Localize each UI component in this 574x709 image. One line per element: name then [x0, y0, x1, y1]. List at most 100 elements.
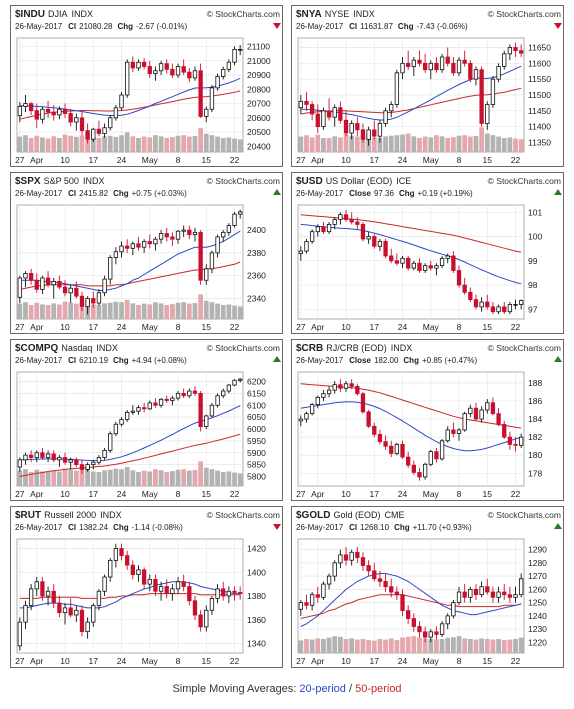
candle: [513, 299, 518, 310]
chart-exchange: INDX: [100, 510, 122, 520]
chart-close-label: Cl: [349, 22, 357, 31]
x-tick-label: 22: [230, 155, 240, 165]
x-tick-label: 17: [89, 155, 99, 165]
candle: [96, 120, 102, 137]
y-tick-label: 178: [528, 468, 542, 478]
chart-name: Nasdaq: [61, 343, 92, 353]
chart-exchange: CME: [384, 510, 404, 520]
volume-bar: [360, 639, 366, 653]
sma50-line: [19, 593, 241, 599]
candle-body: [34, 581, 39, 590]
candle-body: [204, 268, 209, 281]
y-tick-label: 1340: [247, 639, 266, 649]
sma50-line: [19, 261, 241, 290]
candle-body: [175, 230, 181, 240]
volume-bar: [96, 472, 102, 486]
candle: [315, 395, 320, 409]
volume-bar: [496, 136, 501, 152]
candle-body: [125, 245, 130, 249]
candle: [34, 273, 39, 293]
chart-svg: $INDU DJIA INDX © StockCharts.com 26-May-201…: [15, 9, 281, 165]
candle: [79, 291, 85, 312]
candle: [226, 383, 232, 394]
candle: [119, 543, 124, 561]
x-tick-label: Apr: [311, 155, 324, 165]
x-tick-label: May: [423, 656, 440, 666]
chart-symbol: $CRB: [296, 343, 323, 354]
candle-body: [360, 224, 366, 240]
candle-body: [383, 441, 388, 447]
candle-body: [85, 130, 90, 140]
chart-quote: 26-May-2017 Cl 1382.24 Chg -1.14 (-0.08%): [15, 523, 183, 532]
candle-body: [215, 76, 220, 89]
candle: [485, 578, 490, 595]
candle: [332, 217, 337, 230]
candle-body: [445, 429, 450, 442]
candle: [170, 584, 175, 601]
candle: [434, 263, 439, 276]
candle-body: [153, 70, 158, 75]
volume-bar: [501, 640, 507, 653]
candle-body: [377, 578, 383, 582]
volume-bar: [209, 302, 215, 319]
x-tick-label: 15: [483, 656, 493, 666]
candle-body: [366, 129, 371, 140]
candle: [304, 91, 309, 111]
candle: [125, 59, 130, 98]
candle: [62, 103, 68, 118]
candle-body: [315, 113, 320, 128]
volume-bar: [45, 305, 51, 319]
candle-body: [485, 104, 490, 124]
candle-body: [158, 63, 164, 72]
candle-body: [485, 301, 490, 308]
x-tick-label: 27: [15, 322, 25, 332]
y-tick-label: 1260: [528, 584, 547, 594]
candle: [51, 277, 56, 299]
candle-body: [23, 103, 28, 107]
candle-body: [226, 61, 232, 70]
y-tick-label: 6150: [247, 388, 266, 398]
candle: [96, 588, 102, 611]
candle: [298, 246, 303, 261]
x-tick-label: 8: [176, 155, 181, 165]
candle: [445, 253, 450, 264]
candle: [204, 605, 209, 632]
candle: [372, 562, 377, 582]
candle: [68, 284, 73, 304]
volume-bar: [153, 135, 158, 152]
candle: [360, 391, 366, 414]
candle: [187, 67, 192, 83]
candle-body: [473, 69, 479, 80]
candle-body: [96, 292, 102, 304]
volume-bar: [113, 468, 119, 486]
candle: [153, 574, 158, 596]
candle-body: [130, 61, 135, 69]
candle: [372, 234, 377, 249]
candle: [349, 379, 354, 390]
candle: [355, 546, 360, 563]
candle: [226, 586, 232, 604]
chart-close-value: 182.00: [374, 356, 399, 365]
candle-body: [338, 554, 343, 564]
candle-body: [238, 49, 243, 51]
candle-body: [417, 626, 422, 633]
candle: [406, 50, 411, 70]
chart-change-label: Chg: [113, 356, 129, 365]
candle-body: [204, 108, 209, 117]
candle-body: [417, 59, 422, 64]
candle: [456, 265, 462, 288]
volume-bar: [473, 136, 479, 152]
candle-body: [298, 250, 303, 254]
volume-bar: [68, 135, 74, 152]
candle: [79, 112, 85, 135]
volume-bar: [304, 135, 309, 152]
candle-body: [383, 581, 388, 588]
volume-bar: [411, 136, 417, 152]
candle-body: [113, 251, 119, 258]
chart-title: $NYA NYSE INDX: [296, 9, 375, 20]
candle: [360, 123, 366, 143]
volume-bar: [451, 137, 456, 152]
candle-body: [209, 597, 215, 611]
candle-body: [400, 62, 405, 74]
volume-bar: [518, 139, 524, 152]
